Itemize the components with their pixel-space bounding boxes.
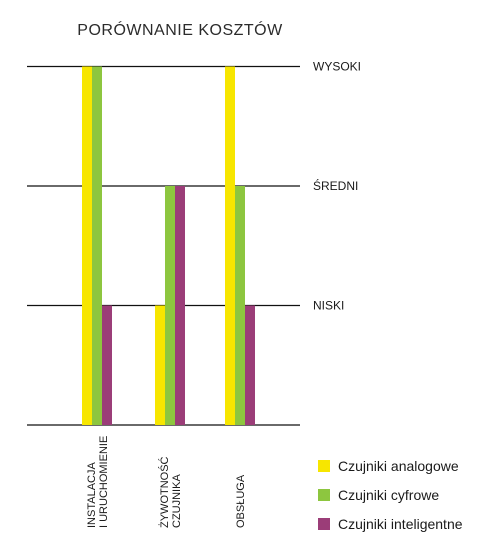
level-label-1: ŚREDNI [313, 178, 358, 193]
bar-2-0 [225, 66, 235, 425]
bar-1-1 [165, 186, 175, 425]
category-label-2-0: OBSŁUGA [235, 474, 247, 528]
level-label-0: NISKI [313, 299, 344, 313]
level-label-2: WYSOKI [313, 60, 361, 74]
bar-1-2 [175, 186, 185, 425]
legend-label-1: Czujniki cyfrowe [338, 487, 439, 503]
bars-layer [82, 66, 255, 425]
legend-swatch-1 [318, 489, 330, 501]
bar-2-1 [235, 186, 245, 425]
bar-0-0 [82, 66, 92, 425]
bar-0-1 [92, 66, 102, 425]
category-label-1-1: CZUJNIKA [171, 474, 183, 528]
chart-title: PORÓWNANIE KOSZTÓW [77, 20, 283, 39]
legend-swatch-2 [318, 518, 330, 530]
category-labels: INSTALACJA I URUCHOMIENIE ŻYWOTNOŚĆ CZUJNIK… [86, 436, 247, 528]
level-labels: NISKI ŚREDNI WYSOKI [313, 60, 361, 313]
legend-swatch-0 [318, 460, 330, 472]
legend-label-0: Czujniki analogowe [338, 458, 459, 474]
legend-label-2: Czujniki inteligentne [338, 516, 463, 532]
bar-0-2 [102, 305, 112, 425]
bar-2-2 [245, 305, 255, 425]
bar-1-0 [155, 305, 165, 425]
category-label-1-0: ŻYWOTNOŚĆ [158, 456, 171, 528]
category-label-0-0: INSTALACJA [86, 462, 98, 528]
category-label-0-1: I URUCHOMIENIE [98, 436, 110, 528]
legend: Czujniki analogowe Czujniki cyfrowe Czujni… [318, 458, 463, 532]
